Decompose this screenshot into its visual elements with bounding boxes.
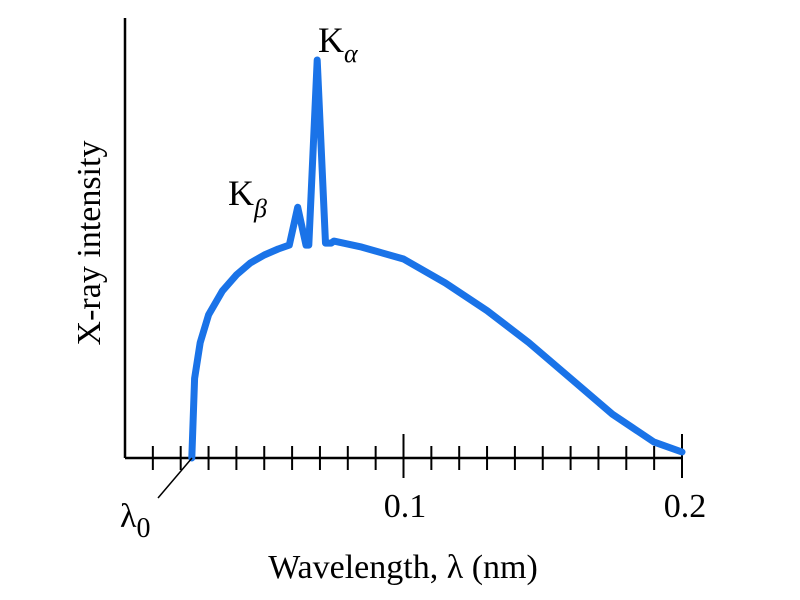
lambda0-subscript: 0 <box>137 513 151 544</box>
k-alpha-label: Kα <box>318 20 359 68</box>
x-tick-label-0-1: 0.1 <box>384 488 427 525</box>
x-axis-ticks <box>151 434 683 478</box>
k-alpha-symbol: K <box>318 20 344 60</box>
k-alpha-subscript: α <box>344 39 359 68</box>
lambda0-pointer-line <box>157 457 193 499</box>
lambda0-label: λ0 <box>120 498 151 544</box>
k-beta-subscript: β <box>253 194 267 223</box>
k-beta-symbol: K <box>228 173 254 213</box>
x-tick-label-0-2: 0.2 <box>664 488 707 525</box>
k-beta-label: Kβ <box>228 173 267 223</box>
x-axis-title: Wavelength, λ (nm) <box>268 549 538 586</box>
lambda0-symbol: λ <box>120 498 137 535</box>
intensity-curve <box>188 56 686 462</box>
y-axis-title: X-ray intensity <box>71 141 108 346</box>
